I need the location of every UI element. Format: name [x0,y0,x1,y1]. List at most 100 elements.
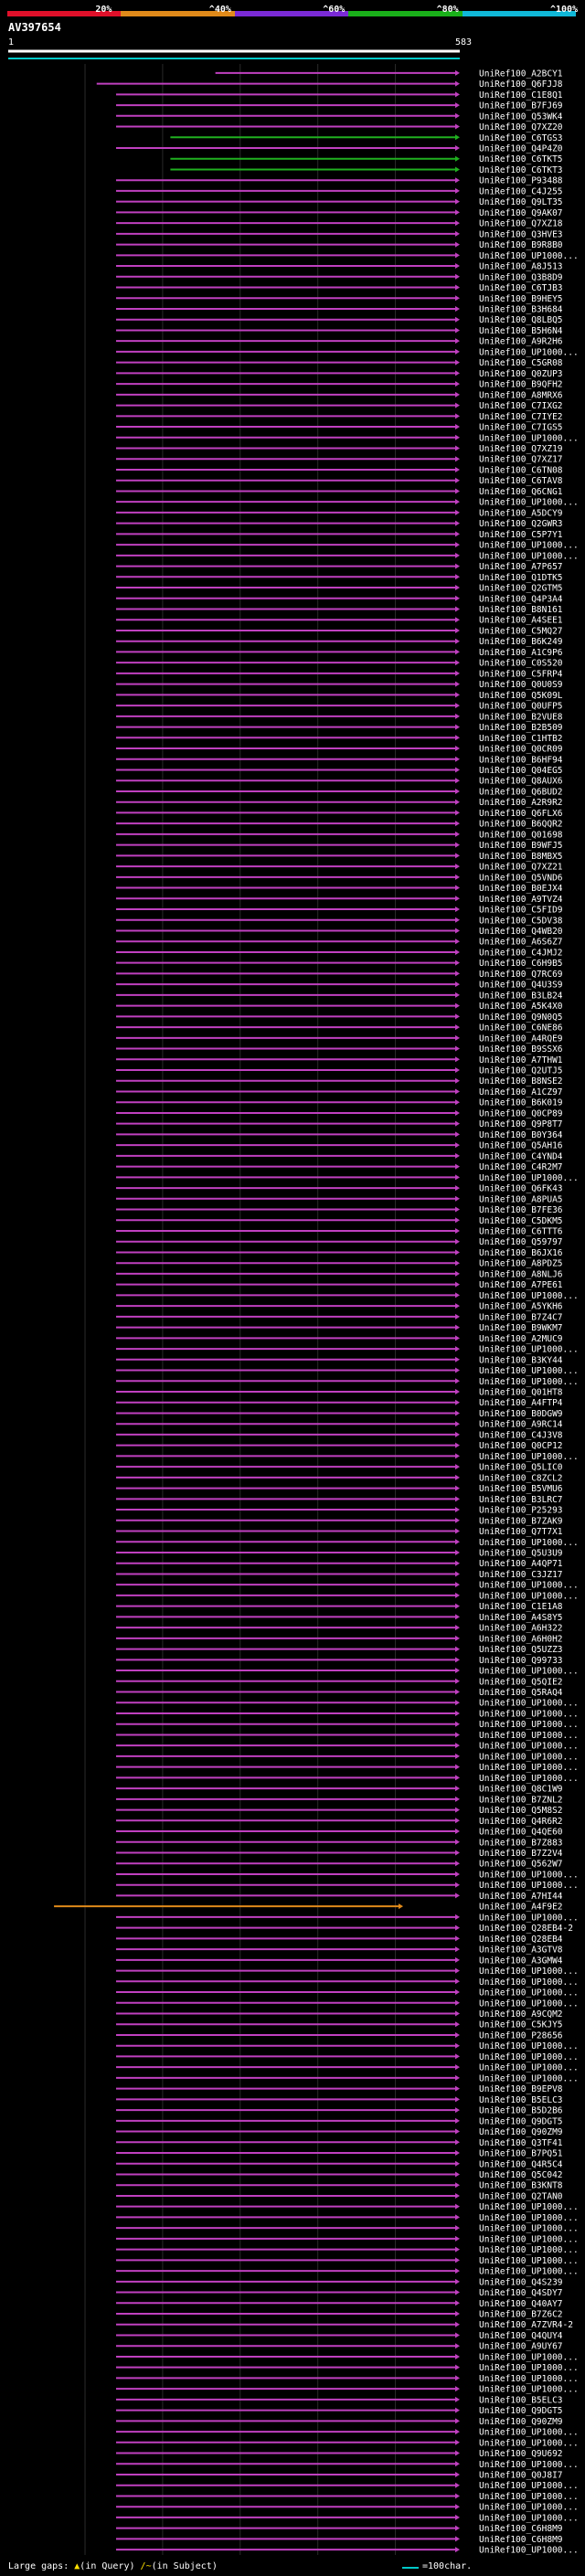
hit-arrow-icon [455,1238,460,1245]
hit-arrow-icon [455,445,460,451]
hit-arrow-icon [455,585,460,591]
hit-arrow-icon [455,1431,460,1437]
hit-label: UniRef100_Q5QIE2 [479,1677,563,1687]
hit-arrow-icon [455,1270,460,1277]
hit-label: UniRef100_C7IYE2 [479,412,563,422]
hit-arrow-icon [455,767,460,773]
hit-label: UniRef100_UP1000... [479,1291,579,1301]
hit-label: UniRef100_Q7XZ20 [479,122,563,133]
hit-label: UniRef100_UP1000... [479,2073,579,2083]
hit-label: UniRef100_Q01698 [479,830,563,840]
hit-arrow-icon [455,1163,460,1170]
hit-label: UniRef100_UP1000... [479,2428,579,2438]
hit-label: UniRef100_UP1000... [479,1977,579,1988]
hit-arrow-icon [455,134,460,141]
hit-arrow-icon [455,2139,460,2146]
legend-segment [348,11,463,16]
hit-arrow-icon [455,627,460,633]
hit-label: UniRef100_UP1000... [479,1763,579,1773]
hit-label: UniRef100_Q9LT35 [479,197,563,207]
hit-arrow-icon [455,2257,460,2263]
hit-arrow-icon [455,1260,460,1267]
hit-label: UniRef100_Q5M8S2 [479,1806,563,1816]
hit-label: UniRef100_A5DCY9 [479,508,563,518]
hit-arrow-icon [455,1818,460,1824]
hit-label: UniRef100_Q0UFP5 [479,702,563,712]
legend-label: ^60% [323,5,346,15]
hit-arrow-icon [455,2192,460,2199]
hit-label: UniRef100_Q562W7 [479,1860,563,1870]
hit-arrow-icon [455,1646,460,1652]
hit-label: UniRef100_B8N161 [479,605,563,615]
hit-arrow-icon [455,209,460,216]
hit-arrow-icon [455,799,460,805]
hit-label: UniRef100_Q99733 [479,1656,563,1666]
hit-arrow-icon [455,1099,460,1106]
hit-arrow-icon [455,2482,460,2488]
hit-label: UniRef100_C8ZCL2 [479,1473,563,1483]
hit-arrow-icon [455,391,460,398]
hit-label: UniRef100_A2BCY1 [479,69,563,79]
hit-label: UniRef100_Q4P3A4 [479,594,563,604]
hit-label: UniRef100_UP1000... [479,2503,579,2513]
hit-arrow-icon [455,1924,460,1931]
hit-arrow-icon [455,1485,460,1491]
hit-arrow-icon [455,1410,460,1416]
hit-arrow-icon [455,1657,460,1663]
hit-label: UniRef100_C7IXG2 [479,401,563,411]
hit-arrow-icon [455,2439,460,2445]
hit-arrow-icon [455,531,460,537]
hit-arrow-icon [455,713,460,719]
large-gaps-label: Large gaps: [8,2561,69,2571]
hit-label: UniRef100_B6HF94 [479,755,563,765]
hit-arrow-icon [455,756,460,762]
hit-label: UniRef100_C5FID9 [479,906,563,916]
hit-label: UniRef100_Q7T7X1 [479,1527,563,1537]
hit-arrow-icon [455,1721,460,1727]
hit-label: UniRef100_Q40AY7 [479,2299,563,2309]
hit-arrow-icon [455,2311,460,2317]
hit-arrow-icon [455,724,460,730]
hit-arrow-icon [455,1839,460,1845]
hit-label: UniRef100_C6TTT6 [479,1227,563,1237]
hit-arrow-icon [455,1892,460,1899]
hit-arrow-icon [455,735,460,741]
hit-arrow-icon [455,402,460,408]
hit-label: UniRef100_B7PQ51 [479,2149,563,2159]
hit-label: UniRef100_B0EJX4 [479,884,563,894]
hit-label: UniRef100_UP1000... [479,2256,579,2266]
hit-arrow-icon [455,1614,460,1620]
hit-arrow-icon [455,2353,460,2359]
hit-arrow-icon [455,2504,460,2510]
hit-arrow-icon [455,2160,460,2167]
hit-arrow-icon [455,1206,460,1213]
hit-label: UniRef100_Q28EB4-2 [479,1924,573,1934]
hit-label: UniRef100_A4SEE1 [479,616,563,626]
hit-label: UniRef100_A3GTV8 [479,1945,563,1956]
hit-arrow-icon [455,1474,460,1480]
hit-arrow-icon [455,2150,460,2157]
hit-arrow-icon [455,1152,460,1159]
hit-arrow-icon [455,2429,460,2435]
hit-label: UniRef100_UP1000... [479,1366,579,1376]
hit-label: UniRef100_Q3TF41 [479,2138,563,2148]
hit-arrow-icon [455,348,460,355]
hit-arrow-icon [455,660,460,666]
hit-label: UniRef100_Q90ZM9 [479,2417,563,2427]
hit-arrow-icon [455,1496,460,1502]
hit-arrow-icon [455,1603,460,1609]
hit-arrow-icon [455,649,460,655]
hit-label: UniRef100_B5ELC3 [479,2095,563,2105]
hit-label: UniRef100_UP1000... [479,2385,579,2395]
hit-label: UniRef100_A2R9R2 [479,798,563,808]
hit-label: UniRef100_P28656 [479,2030,563,2041]
hit-label: UniRef100_Q2GTM5 [479,584,563,594]
hit-label: UniRef100_UP1000... [479,1774,579,1784]
hit-arrow-icon [455,1999,460,2006]
hit-label: UniRef100_C6TGS3 [479,133,563,143]
hit-label: UniRef100_A3GMW4 [479,1956,563,1966]
hit-arrow-icon [455,1142,460,1149]
hit-arrow-icon [455,1174,460,1181]
hit-label: UniRef100_Q28EB4 [479,1935,563,1945]
